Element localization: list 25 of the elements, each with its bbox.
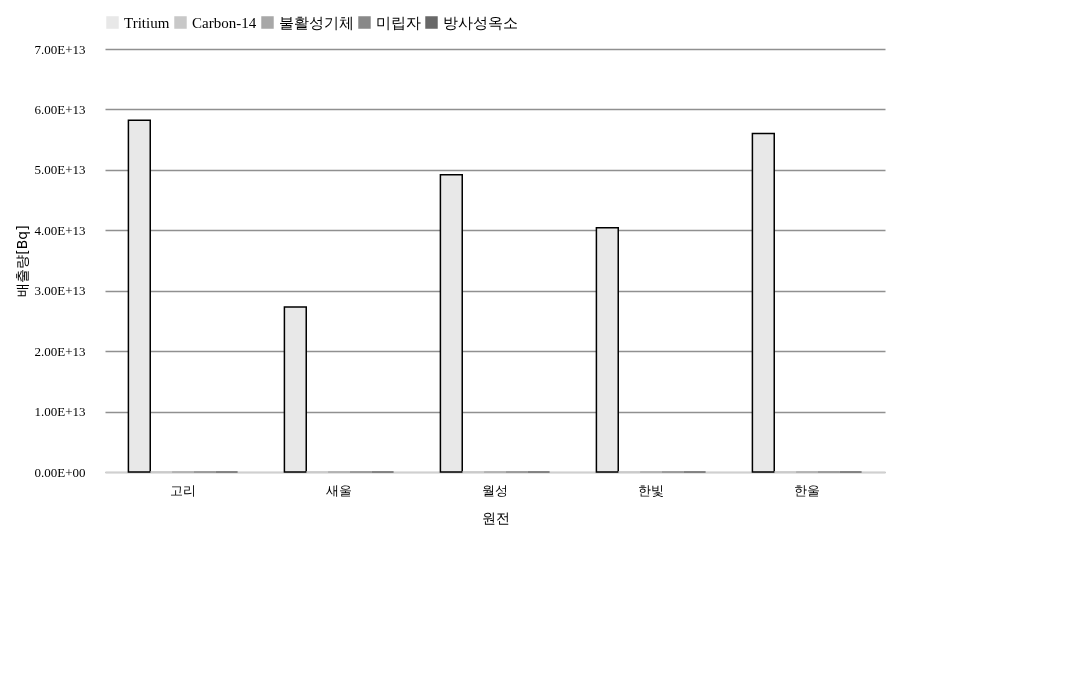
x-axis-title: 원전 xyxy=(481,509,510,526)
y-tick-label: 6.00E+13 xyxy=(34,101,86,117)
bar xyxy=(127,119,151,473)
legend-label: 미립자 xyxy=(376,14,421,31)
y-tick-label: 2.00E+13 xyxy=(34,343,86,359)
x-tick-label: 한울 xyxy=(794,482,820,498)
bar xyxy=(751,132,775,473)
x-tick-label: 월성 xyxy=(482,482,508,498)
legend-label: Tritium xyxy=(124,14,170,31)
x-tick-label: 고리 xyxy=(170,482,196,498)
bar xyxy=(283,306,307,473)
y-axis-title: 배출량[Bq] xyxy=(14,225,31,297)
y-tick-label: 1.00E+13 xyxy=(34,404,86,420)
bar xyxy=(439,173,463,473)
y-tick-label: 3.00E+13 xyxy=(34,283,86,299)
y-tick-label: 7.00E+13 xyxy=(34,41,86,57)
y-tick-label: 4.00E+13 xyxy=(34,222,86,238)
y-tick-label: 0.00E+00 xyxy=(34,464,86,480)
legend-label: Carbon-14 xyxy=(192,14,257,31)
bar xyxy=(595,227,619,473)
legend-label: 불활성기체 xyxy=(279,14,354,31)
x-tick-label: 새울 xyxy=(326,482,352,498)
x-tick-label: 한빛 xyxy=(638,482,664,498)
y-tick-label: 5.00E+13 xyxy=(34,162,86,178)
legend-label: 방사성옥소 xyxy=(443,14,518,31)
